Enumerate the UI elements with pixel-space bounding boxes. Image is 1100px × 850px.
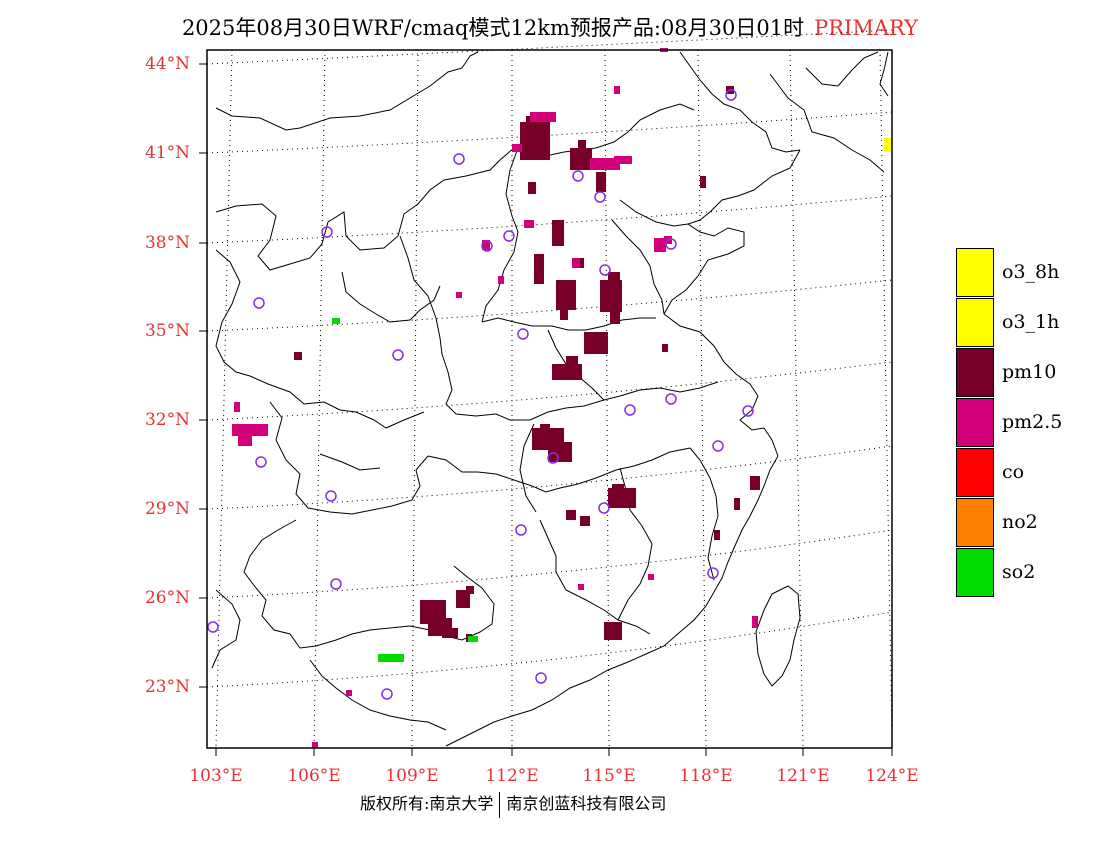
legend-item-no2: no2: [956, 498, 1096, 548]
station-markers: [207, 89, 754, 700]
tick-marks: [199, 63, 893, 756]
legend-swatch-o3-8h: [956, 248, 994, 297]
lon-label-121: 121°E: [776, 766, 830, 786]
map-title: 2025年08月30日WRF/cmaq模式12km预报产品:08月30日01时 P…: [0, 12, 1100, 42]
lat-label-44: 44°N: [144, 54, 190, 74]
footer-left: 版权所有:南京大学: [360, 794, 494, 813]
lat-label-29: 29°N: [144, 499, 190, 519]
map-frame: [206, 49, 893, 749]
lon-label-106: 106°E: [287, 766, 341, 786]
legend-label-pm10: pm10: [1002, 361, 1057, 383]
pm10-cells: [294, 86, 760, 642]
footer-separator: [499, 791, 501, 818]
coastline-borders: [211, 51, 889, 747]
footer-right: 南京创蓝科技有限公司: [506, 794, 667, 813]
legend-item-pm25: pm2.5: [956, 398, 1096, 448]
lon-label-109: 109°E: [385, 766, 439, 786]
title-tag: PRIMARY: [814, 16, 919, 40]
legend-swatch-co: [956, 448, 994, 497]
so2-cells: [332, 318, 478, 662]
legend-label-so2: so2: [1002, 561, 1036, 583]
o3-cells: [884, 138, 892, 152]
legend-label-o3-8h: o3_8h: [1002, 261, 1060, 283]
graticule-longitude: [215, 49, 893, 749]
legend-item-pm10: pm10: [956, 348, 1096, 398]
lat-label-41: 41°N: [144, 143, 190, 163]
legend-item-o3-1h: o3_1h: [956, 298, 1096, 348]
legend-item-o3-8h: o3_8h: [956, 248, 1096, 298]
legend-swatch-pm25: [956, 398, 994, 447]
legend-label-o3-1h: o3_1h: [1002, 311, 1060, 333]
legend-swatch-pm10: [956, 348, 994, 397]
lat-label-26: 26°N: [144, 588, 190, 608]
legend-label-pm25: pm2.5: [1002, 411, 1063, 433]
legend-label-co: co: [1002, 461, 1025, 483]
lon-label-112: 112°E: [485, 766, 539, 786]
lon-label-115: 115°E: [582, 766, 636, 786]
legend-item-so2: so2: [956, 548, 1096, 598]
lon-label-103: 103°E: [189, 766, 243, 786]
legend-swatch-no2: [956, 498, 994, 547]
legend-label-no2: no2: [1002, 511, 1038, 533]
legend-item-co: co: [956, 448, 1096, 498]
lon-label-118: 118°E: [679, 766, 733, 786]
title-main: 2025年08月30日WRF/cmaq模式12km预报产品:08月30日01时: [181, 16, 805, 40]
pm25-cells: [232, 48, 758, 748]
legend-swatch-so2: [956, 548, 994, 597]
lat-label-32: 32°N: [144, 410, 190, 430]
lat-label-38: 38°N: [144, 233, 190, 253]
legend-swatch-o3-1h: [956, 298, 994, 347]
copyright-footer: 版权所有:南京大学 南京创蓝科技有限公司: [360, 790, 666, 818]
lat-label-35: 35°N: [144, 321, 190, 341]
lon-label-124: 124°E: [865, 766, 919, 786]
lat-label-23: 23°N: [144, 677, 190, 697]
graticule-latitude: [206, 29, 893, 688]
legend: o3_8h o3_1h pm10 pm2.5 co no2 so2: [956, 248, 1096, 598]
